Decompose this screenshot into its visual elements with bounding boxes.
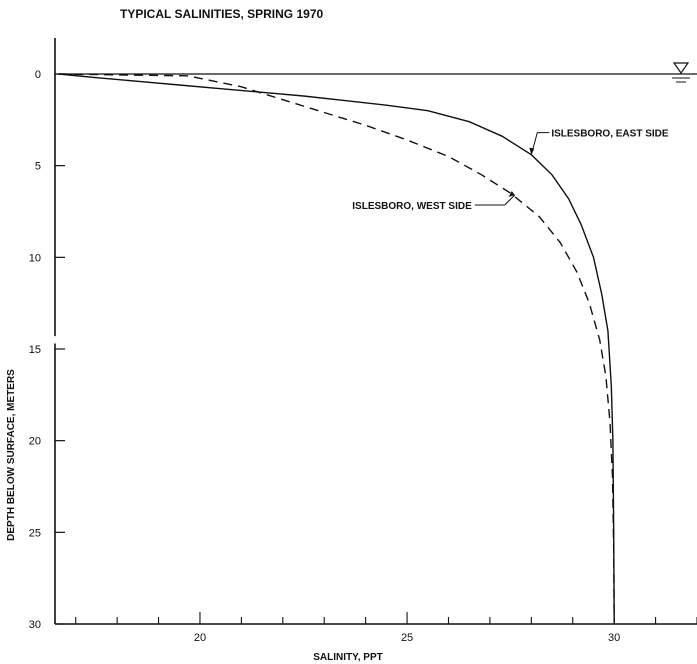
y-tick-label: 30	[29, 619, 41, 631]
annotation-arrow-icon	[529, 147, 535, 155]
y-tick-label: 20	[29, 436, 41, 448]
annotation-leader	[530, 132, 550, 155]
annotation-layer: ISLESBORO, EAST SIDE ISLESBORO, WEST SIDE	[352, 129, 669, 212]
x-tick-label: 30	[608, 632, 620, 644]
x-tick-label: 25	[401, 632, 413, 644]
series-line-east-side	[59, 73, 615, 625]
series-layer	[59, 73, 615, 625]
annotation-label: ISLESBORO, EAST SIDE	[551, 129, 669, 140]
axes: 0 5 10 15 20 25 30 20 25 30	[29, 38, 697, 644]
series-line-west-side	[59, 73, 615, 625]
y-tick-label: 5	[35, 161, 41, 173]
y-tick-label: 15	[29, 344, 41, 356]
y-axis-label: DEPTH BELOW SURFACE, METERS	[6, 369, 17, 541]
x-axis-label: SALINITY, PPT	[313, 652, 382, 663]
y-tick-label: 25	[29, 527, 41, 539]
annotation-label: ISLESBORO, WEST SIDE	[352, 201, 472, 212]
y-tick-label: 10	[29, 252, 41, 264]
chart-title: TYPICAL SALINITIES, SPRING 1970	[120, 7, 323, 21]
water-surface-triangle-icon	[672, 62, 690, 75]
x-tick-label: 20	[194, 632, 206, 644]
y-tick-label: 0	[35, 69, 41, 81]
annotation-leader	[474, 194, 516, 206]
annotation-arrow-icon	[508, 191, 515, 197]
